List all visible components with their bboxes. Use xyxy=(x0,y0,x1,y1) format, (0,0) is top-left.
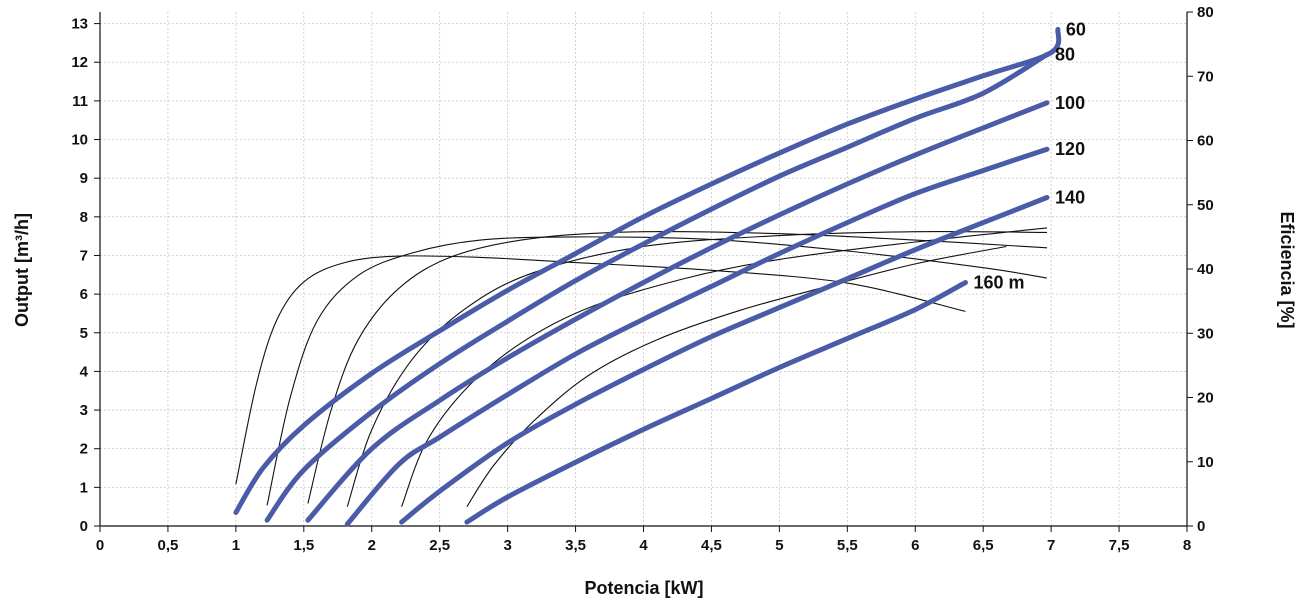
x-tick-label-15: 7,5 xyxy=(1109,537,1130,554)
y-tick-label-11: 11 xyxy=(72,93,88,110)
output-curve-0 xyxy=(233,26,1062,515)
output-curve-1 xyxy=(264,52,1050,523)
x-tick-label-1: 0,5 xyxy=(158,537,179,554)
output-curve-label-2: 100 xyxy=(1055,93,1085,113)
x-tick-label-6: 3 xyxy=(503,537,511,554)
y2-tick-label-5: 50 xyxy=(1197,197,1214,214)
output-curve-label-0: 60 xyxy=(1066,19,1086,39)
y-tick-label-3: 3 xyxy=(80,402,88,419)
y2-tick-label-2: 20 xyxy=(1197,390,1214,407)
y-tick-label-8: 8 xyxy=(80,209,88,226)
output-curve-4 xyxy=(399,195,1050,525)
output-curve-5 xyxy=(464,280,968,525)
efficiency-curve-5 xyxy=(466,245,1007,508)
output-curve-label-1: 80 xyxy=(1055,45,1075,65)
axes-layer: 0 0,5 1 1,5 2 2,5 3 3,5 4 4,5 5 5,5 6 6,5 7 7,5 80123456… xyxy=(71,4,1213,554)
y2-axis-title: Eficiencia [%] xyxy=(1277,211,1297,328)
grid-layer xyxy=(100,12,1188,526)
output-curve-label-5: 160 m xyxy=(974,273,1025,293)
x-axis-title: Potencia [kW] xyxy=(584,578,703,598)
y-tick-label-2: 2 xyxy=(80,441,88,458)
x-tick-label-12: 6 xyxy=(911,537,919,554)
efficiency-curve-4 xyxy=(401,227,1048,507)
x-tick-label-11: 5,5 xyxy=(837,537,858,554)
efficiency-curve-3 xyxy=(346,231,1048,507)
y-tick-label-9: 9 xyxy=(80,170,88,187)
x-tick-label-14: 7 xyxy=(1047,537,1055,554)
efficiency-curve-2 xyxy=(307,230,1048,504)
x-tick-label-13: 6,5 xyxy=(973,537,994,554)
output-curve-label-4: 140 xyxy=(1055,188,1085,208)
x-tick-label-7: 3,5 xyxy=(565,537,586,554)
y2-tick-label-7: 70 xyxy=(1197,68,1214,85)
y-tick-label-5: 5 xyxy=(80,325,88,342)
y-tick-label-4: 4 xyxy=(80,363,89,380)
y2-tick-label-3: 30 xyxy=(1197,325,1214,342)
x-tick-label-8: 4 xyxy=(639,537,648,554)
x-tick-label-5: 2,5 xyxy=(429,537,450,554)
labels-layer: 60 80 100 120 140 160 m xyxy=(974,19,1086,292)
output-curve-label-3: 120 xyxy=(1055,139,1085,159)
output-layer xyxy=(233,26,1062,527)
x-tick-label-16: 8 xyxy=(1183,537,1191,554)
y-tick-label-0: 0 xyxy=(80,518,88,535)
x-tick-label-10: 5 xyxy=(775,537,783,554)
y-tick-label-10: 10 xyxy=(71,132,88,149)
efficiency-curve-0 xyxy=(235,255,966,485)
output-curve-2 xyxy=(305,100,1050,523)
y-tick-label-6: 6 xyxy=(80,286,88,303)
x-tick-label-9: 4,5 xyxy=(701,537,722,554)
y2-tick-label-8: 80 xyxy=(1197,4,1214,21)
y2-tick-label-6: 60 xyxy=(1197,133,1214,150)
output-curve-3 xyxy=(344,146,1050,527)
y-tick-label-7: 7 xyxy=(80,247,88,264)
y2-tick-label-4: 40 xyxy=(1197,261,1214,278)
efficiency-curve-1 xyxy=(266,236,1048,506)
y-tick-label-12: 12 xyxy=(71,54,88,71)
x-tick-label-0: 0 xyxy=(96,537,104,554)
y2-tick-label-0: 0 xyxy=(1197,518,1205,535)
y2-tick-label-1: 10 xyxy=(1197,454,1214,471)
y-tick-label-1: 1 xyxy=(80,479,88,496)
x-tick-label-3: 1,5 xyxy=(293,537,314,554)
y-axis-title: Output [m³/h] xyxy=(12,213,32,327)
x-tick-label-4: 2 xyxy=(368,537,376,554)
y-tick-label-13: 13 xyxy=(71,16,88,33)
x-tick-label-2: 1 xyxy=(232,537,240,554)
